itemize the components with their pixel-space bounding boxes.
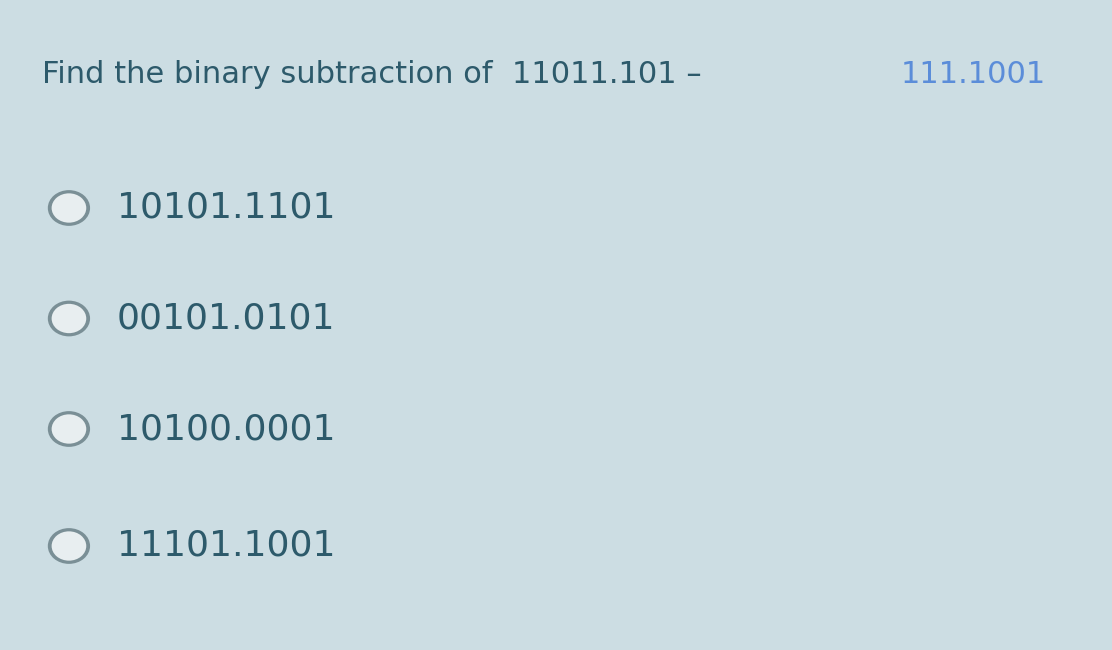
Ellipse shape [48, 528, 90, 564]
Ellipse shape [51, 193, 87, 223]
Text: 11101.1001: 11101.1001 [117, 529, 335, 563]
Text: 10101.1101: 10101.1101 [117, 191, 335, 225]
Text: Find the binary subtraction of  11011.101 –: Find the binary subtraction of 11011.101… [42, 60, 712, 89]
Ellipse shape [51, 531, 87, 561]
Ellipse shape [51, 304, 87, 333]
Ellipse shape [48, 300, 90, 337]
Text: 00101.0101: 00101.0101 [117, 302, 335, 335]
Ellipse shape [51, 414, 87, 444]
Ellipse shape [48, 190, 90, 226]
Text: 111.1001: 111.1001 [901, 60, 1045, 89]
Text: 10100.0001: 10100.0001 [117, 412, 335, 446]
Ellipse shape [48, 411, 90, 447]
